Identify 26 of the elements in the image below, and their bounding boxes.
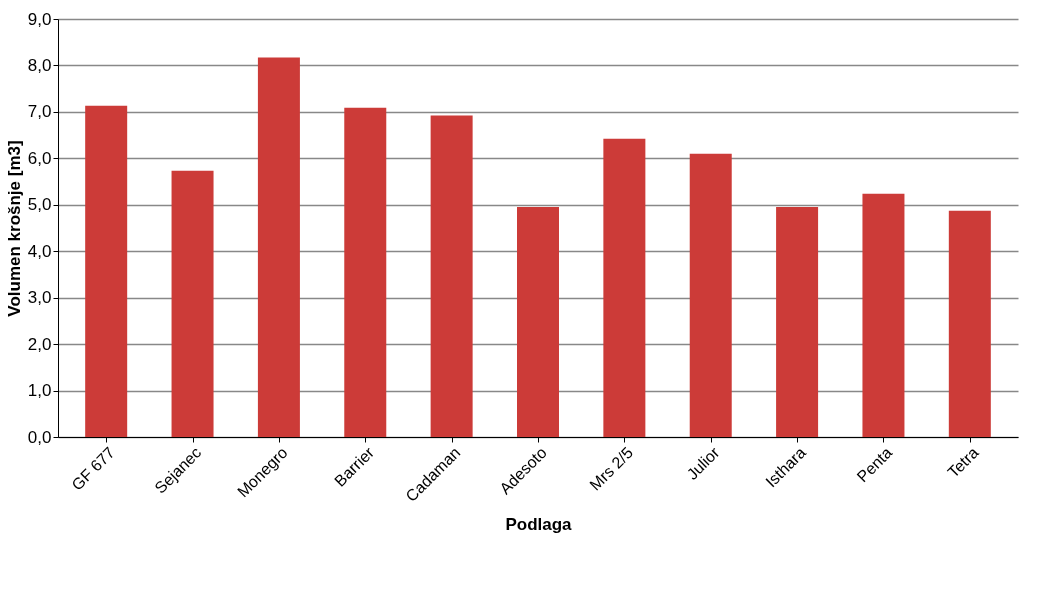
- y-tick-label: 0,0: [27, 427, 52, 447]
- bar: [517, 207, 559, 437]
- y-axis-title: Volumen krošnje [m3]: [4, 140, 24, 317]
- bar: [344, 107, 387, 437]
- bar: [948, 210, 991, 437]
- y-tick-label: 7,0: [27, 102, 52, 122]
- y-tick-label: 9,0: [27, 9, 52, 29]
- x-axis-title: Podlaga: [505, 514, 573, 534]
- x-tick-label: Tetra: [944, 443, 982, 481]
- bar: [257, 57, 300, 437]
- bar: [430, 115, 473, 437]
- y-tick-label: 6,0: [27, 148, 52, 168]
- y-tick-label: 1,0: [27, 381, 52, 401]
- y-tick-label: 5,0: [27, 195, 52, 215]
- bar: [171, 170, 214, 437]
- bar: [85, 105, 128, 437]
- bar: [603, 138, 646, 437]
- y-tick-label: 4,0: [27, 241, 52, 261]
- x-tick-label: GF 677: [68, 443, 119, 494]
- bar: [776, 207, 819, 437]
- bar: [862, 193, 905, 437]
- x-tick-label: Mrs 2/5: [586, 443, 637, 494]
- y-tick-label: 8,0: [27, 55, 52, 75]
- bar: [689, 153, 732, 437]
- y-tick-label: 3,0: [27, 288, 52, 308]
- y-tick-label: 2,0: [27, 334, 52, 354]
